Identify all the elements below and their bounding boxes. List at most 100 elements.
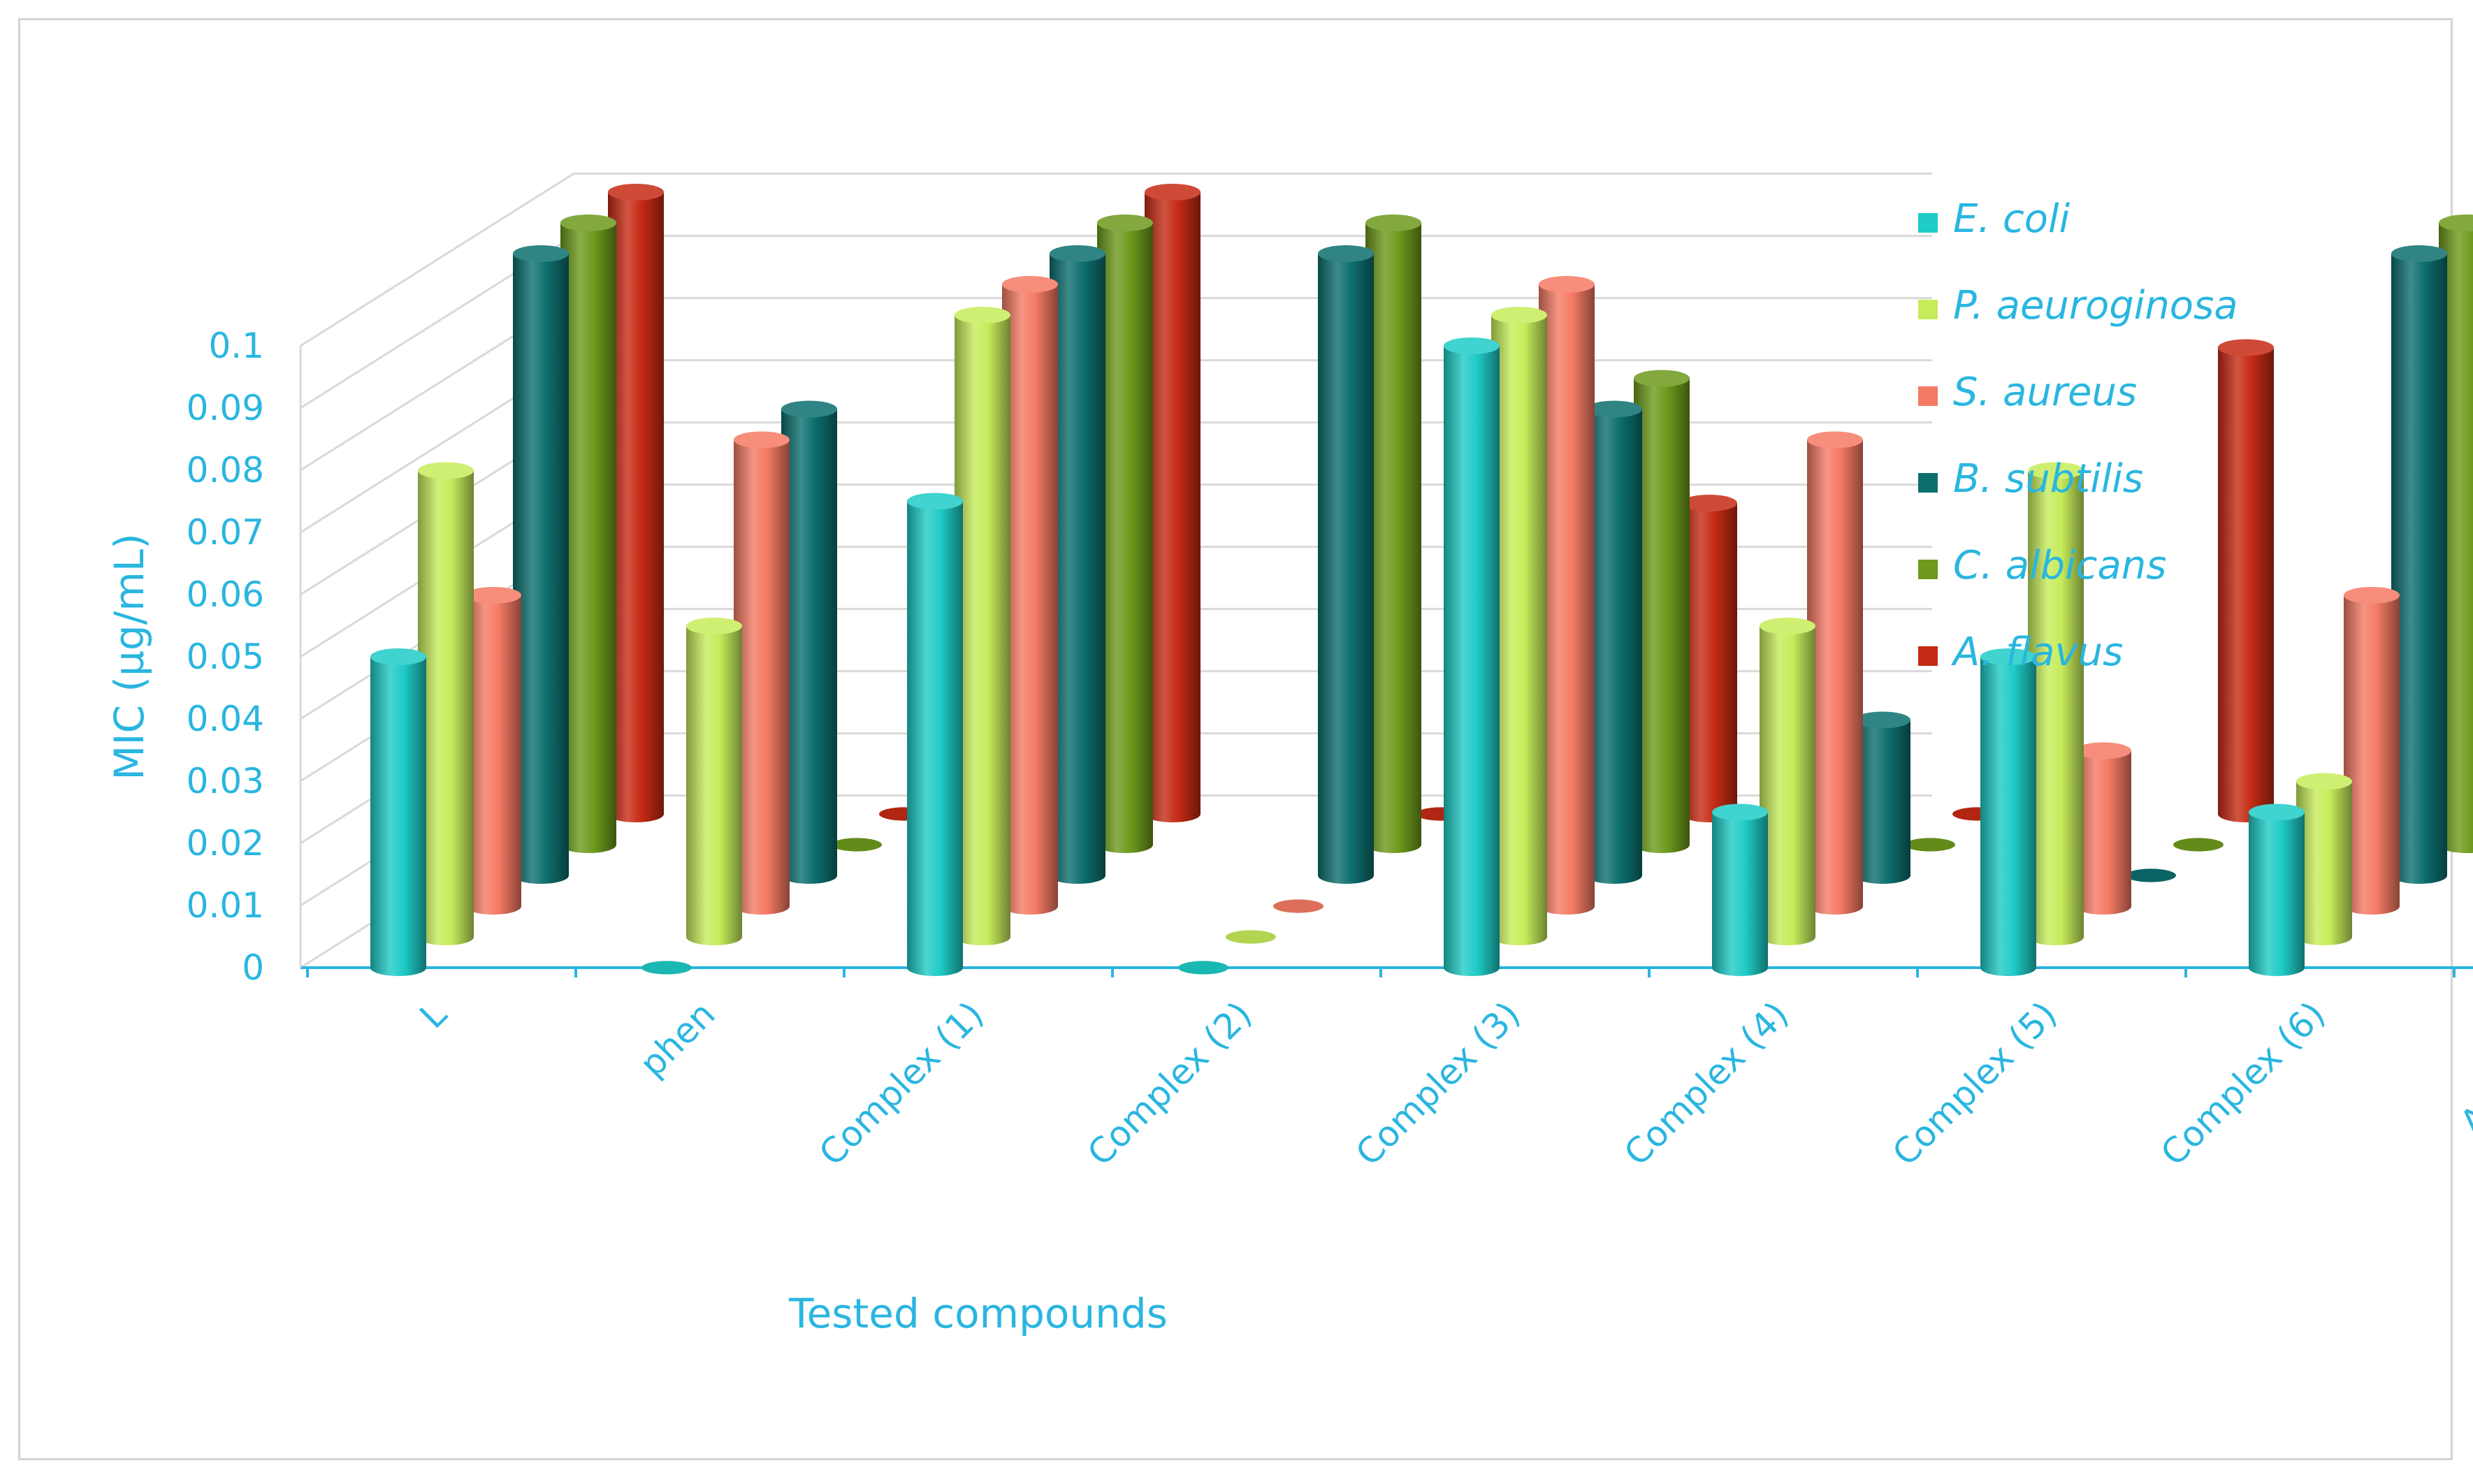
- bar-body: [1807, 439, 1863, 915]
- bar-body: [781, 409, 837, 884]
- bar: [686, 618, 742, 945]
- legend-label: P. aeuroginosa: [1953, 283, 2238, 328]
- bar-zero-disk: [641, 961, 692, 975]
- bar: [1980, 648, 2036, 976]
- bar: [1178, 961, 1228, 975]
- bar-top: [608, 184, 664, 201]
- y-tick-labels: 0 0.01 0.02 0.03 0.04 0.05 0.06 0.07 0.08 0.09 0.1: [187, 326, 264, 988]
- bar-top: [734, 431, 790, 449]
- bar-top: [1712, 803, 1768, 821]
- bar-body: [955, 315, 1010, 945]
- bar: [1273, 899, 1323, 913]
- bar-top: [1050, 245, 1105, 262]
- bar-body: [1586, 409, 1642, 884]
- x-axis-title: Tested compounds: [788, 1290, 1168, 1337]
- bar: [2344, 587, 2400, 915]
- bar-top: [513, 245, 569, 262]
- bar-top: [1002, 276, 1058, 293]
- y-tick-label: 0.08: [187, 450, 264, 490]
- bar-zero-disk: [832, 838, 882, 852]
- legend: E. coli P. aeuroginosa S. aureus B. subtili…: [1918, 196, 2238, 675]
- bar-top: [2028, 462, 2084, 479]
- bar-body: [2218, 347, 2274, 822]
- bar: [1586, 400, 1642, 884]
- bars: [370, 184, 2473, 976]
- bar: [1002, 276, 1058, 915]
- y-axis-title: MIC (µg/mL): [106, 533, 153, 780]
- x-tick-label: L: [412, 994, 455, 1036]
- bar-body: [1444, 346, 1500, 976]
- bar-body: [907, 501, 963, 976]
- bar: [2296, 773, 2352, 945]
- bar-top: [465, 587, 521, 604]
- bar-zero-disk: [2126, 868, 2176, 882]
- bar-body: [1097, 223, 1153, 853]
- bar-top: [907, 493, 963, 510]
- bar-zero-disk: [1226, 930, 1276, 944]
- bar-body: [2075, 750, 2131, 915]
- bar: [2028, 462, 2084, 945]
- bar-top: [370, 648, 426, 665]
- bar: [418, 462, 474, 945]
- legend-label: C. albicans: [1953, 543, 2166, 588]
- legend-swatch: [1918, 473, 1938, 493]
- legend-label: A. flavus: [1951, 630, 2123, 675]
- bar-body: [465, 595, 521, 915]
- bar-top: [1634, 370, 1690, 387]
- bar-body: [2344, 595, 2400, 915]
- bar: [1491, 307, 1547, 945]
- bar: [560, 214, 616, 853]
- bar-top: [1539, 276, 1595, 293]
- bar-top: [1681, 495, 1737, 511]
- bar-top: [1491, 307, 1547, 323]
- bar-body: [734, 439, 790, 915]
- bar: [1905, 838, 1955, 852]
- bar: [1634, 370, 1690, 853]
- bar-zero-disk: [1905, 838, 1955, 852]
- bar-body: [2028, 470, 2084, 945]
- y-tick-label: 0.03: [187, 761, 264, 801]
- bar-top: [1980, 648, 2036, 665]
- bar: [1855, 711, 1910, 884]
- bar-top: [560, 214, 616, 231]
- x-tick-label: Complex (2): [1080, 994, 1259, 1173]
- bar-top: [1760, 618, 1815, 634]
- bar: [2173, 838, 2224, 852]
- y-tick-label: 0.1: [208, 326, 264, 366]
- x-tick-label: Complex (6): [2153, 994, 2333, 1173]
- bar-top: [1807, 431, 1863, 449]
- gridline: [300, 173, 1932, 347]
- bar: [641, 961, 692, 975]
- x-tick-label: Complex (3): [1348, 994, 1528, 1173]
- bar-body: [1145, 192, 1201, 822]
- bar-body: [1365, 223, 1421, 853]
- bar-top: [2391, 245, 2447, 262]
- bar-body: [2439, 223, 2473, 853]
- bar: [2075, 742, 2131, 915]
- bar-body: [1002, 284, 1058, 915]
- bar-top: [418, 462, 474, 479]
- legend-swatch: [1918, 386, 1938, 406]
- bar-top: [955, 307, 1010, 323]
- bar-body: [686, 626, 742, 945]
- bar: [955, 307, 1010, 945]
- bar: [1318, 245, 1374, 884]
- y-tick-label: 0.05: [187, 636, 264, 677]
- bar: [1145, 184, 1201, 822]
- legend-swatch: [1918, 300, 1938, 319]
- bar-body: [2391, 254, 2447, 884]
- bar-top: [1586, 400, 1642, 418]
- bar-top: [686, 618, 742, 634]
- bar-top: [2218, 339, 2274, 356]
- bar-body: [1760, 626, 1815, 945]
- bar-top: [1365, 214, 1421, 231]
- legend-swatch: [1918, 213, 1938, 233]
- bar-top: [1097, 214, 1153, 231]
- bar-body: [1634, 378, 1690, 853]
- bar-body: [2249, 812, 2305, 976]
- bar-body: [418, 470, 474, 945]
- bar: [1365, 214, 1421, 853]
- bar: [2126, 868, 2176, 882]
- bar-top: [2296, 773, 2352, 790]
